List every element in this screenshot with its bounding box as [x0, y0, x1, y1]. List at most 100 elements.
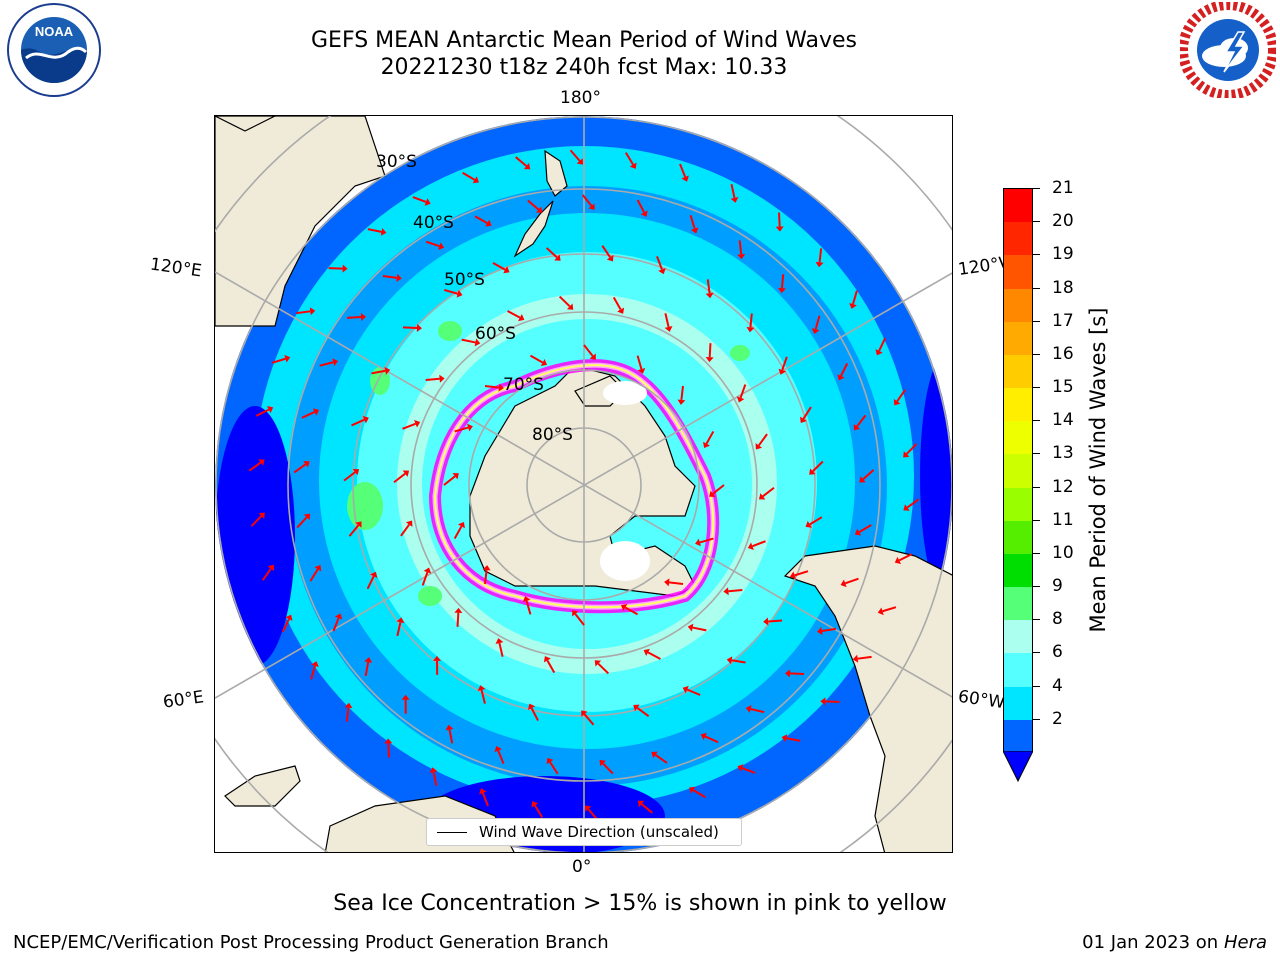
map-legend: Wind Wave Direction (unscaled) — [426, 818, 742, 846]
wind-arrow — [443, 475, 456, 486]
australia — [215, 116, 386, 327]
colorbar-segment — [1004, 620, 1032, 654]
wind-arrow — [812, 460, 824, 472]
colorbar-tick-mark — [1033, 619, 1040, 621]
wind-arrow — [640, 803, 653, 814]
wind-arrow — [319, 361, 334, 367]
wind-arrow — [858, 524, 872, 533]
plot-title: GEFS MEAN Antarctic Mean Period of Wind … — [311, 28, 857, 53]
meridian-120e-60w — [215, 272, 952, 699]
wind-arrow — [492, 262, 506, 271]
south-america — [783, 545, 952, 852]
wind-arrow — [301, 411, 315, 419]
colorbar-tick-mark — [1033, 652, 1040, 654]
colorbar-tick-mark — [1033, 486, 1040, 488]
wind-arrow-head — [332, 358, 339, 367]
wind-arrow-head — [723, 587, 729, 596]
wind-arrow — [343, 471, 356, 482]
wind-arrow-head — [482, 565, 491, 571]
wind-arrow-head — [815, 261, 824, 268]
madagascar — [224, 765, 301, 807]
wind-arrow — [602, 762, 614, 775]
colorbar-segment — [1004, 487, 1032, 522]
wind-arrow-head — [877, 607, 884, 616]
nws-logo-icon — [1178, 0, 1278, 100]
colorbar-tick-label: 14 — [1052, 410, 1074, 431]
colorbar-tick-mark — [1033, 453, 1040, 455]
wind-arrow — [597, 662, 610, 675]
colorbar-tick-label: 11 — [1052, 509, 1074, 530]
wind-arrow — [896, 389, 907, 402]
colorbar-segment — [1004, 653, 1032, 688]
antarctica — [469, 365, 696, 597]
wind-arrow-head — [576, 158, 583, 165]
wind-arrow-head — [314, 564, 322, 572]
lat-label-80s: 80°S — [532, 425, 573, 445]
wind-arrow-head — [546, 757, 554, 765]
wind-arrow — [456, 612, 460, 627]
footer-date: 01 Jan 2023 on Hera — [1082, 932, 1267, 953]
wind-arrow — [484, 569, 488, 585]
wind-arrow-head — [637, 368, 646, 374]
colorbar-segment — [1004, 553, 1032, 588]
wind-arrow — [840, 362, 849, 377]
wind-arrow — [250, 515, 263, 527]
wind-arrow-head — [730, 197, 739, 203]
wind-arrow-head — [405, 520, 413, 527]
wind-arrow-head — [854, 528, 862, 536]
wind-arrow — [731, 659, 746, 664]
colorbar-tick-mark — [1033, 420, 1040, 422]
graticule — [215, 116, 952, 852]
colorbar-tick-label: 21 — [1052, 178, 1074, 198]
wind-arrow — [656, 256, 663, 270]
wind-arrow — [332, 617, 340, 632]
map-frame[interactable] — [214, 115, 953, 853]
colorbar-tick-mark — [1033, 586, 1040, 588]
noaa-logo-icon: NOAA — [6, 2, 102, 98]
wind-arrow — [364, 661, 370, 677]
wind-arrow — [818, 248, 823, 263]
wind-arrow — [647, 651, 661, 660]
wind-arrow-head — [344, 702, 353, 709]
wind-arrow-head — [585, 805, 592, 812]
wind-arrow-head — [364, 657, 373, 663]
wind-arrow-head — [726, 656, 733, 665]
wind-arrow — [481, 792, 489, 807]
colorbar-extend-triangle — [1003, 751, 1033, 783]
wind-arrow — [668, 581, 684, 585]
wind-arrow — [882, 606, 897, 613]
wind-arrow — [583, 713, 595, 726]
plot-subtitle: 20221230 t18z 240h fcst Max: 10.33 — [380, 55, 788, 80]
wind-arrow — [480, 689, 486, 704]
wind-arrow-head — [457, 521, 465, 529]
colorbar-tick-mark — [1033, 221, 1040, 223]
wind-arrow — [484, 385, 500, 389]
wind-arrow — [351, 418, 365, 427]
wind-arrow-head — [342, 264, 348, 273]
colorbar-segment — [1004, 686, 1032, 721]
colorbar-segment — [1004, 454, 1032, 489]
wind-arrow — [856, 414, 867, 428]
wind-arrow-head — [472, 176, 480, 184]
wind-arrow — [844, 577, 859, 585]
wind-arrow — [768, 619, 783, 623]
wind-arrow-head — [433, 655, 442, 661]
colorbar-label: Mean Period of Wind Waves [s] — [1086, 307, 1110, 633]
wind-arrow-head — [746, 326, 755, 333]
legend-label: Wind Wave Direction (unscaled) — [479, 823, 719, 841]
wind-arrow — [515, 156, 528, 167]
wind-arrow — [777, 212, 781, 227]
colorbar-tick-mark — [1033, 188, 1040, 189]
wind-arrow — [574, 613, 585, 626]
wind-arrow-head — [439, 374, 445, 383]
wind-arrow-head — [736, 396, 745, 403]
wind-arrow — [750, 708, 765, 714]
colorbar-segment — [1004, 288, 1032, 323]
colorbar-tick-label: 18 — [1052, 277, 1074, 298]
wind-arrow-head — [477, 685, 486, 691]
wind-arrow — [393, 472, 406, 484]
wind-arrow-head — [643, 648, 650, 656]
lon-label-120e: 120°E — [148, 254, 203, 282]
wind-arrow-head — [311, 661, 319, 667]
colorbar-tick-mark — [1033, 718, 1040, 720]
